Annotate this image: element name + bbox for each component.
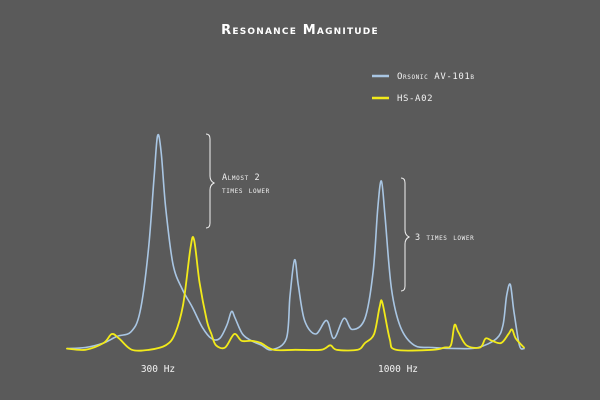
- annotation-bracket-2: [400, 177, 411, 292]
- series-line-hs-a02: [66, 236, 525, 352]
- annotation-almost-2-times-lower: Almost 2 times lower: [205, 133, 270, 229]
- plot-area: [66, 133, 525, 352]
- legend: Orsonic AV-101b HS-A02: [372, 72, 475, 104]
- legend-label-orsonic: Orsonic AV-101b: [397, 72, 475, 82]
- x-tick-label-300hz: 300 Hz: [141, 364, 175, 375]
- annotation-text-1a: Almost 2: [222, 173, 260, 183]
- annotation-text-1b: times lower: [222, 186, 270, 196]
- annotation-text-2: 3 times lower: [415, 233, 474, 243]
- legend-label-hs-a02: HS-A02: [397, 94, 433, 104]
- chart-title: Resonance Magnitude: [221, 23, 379, 38]
- annotation-bracket-1: [205, 133, 216, 229]
- x-tick-label-1000hz: 1000 Hz: [378, 364, 418, 375]
- annotation-3-times-lower: 3 times lower: [400, 177, 474, 292]
